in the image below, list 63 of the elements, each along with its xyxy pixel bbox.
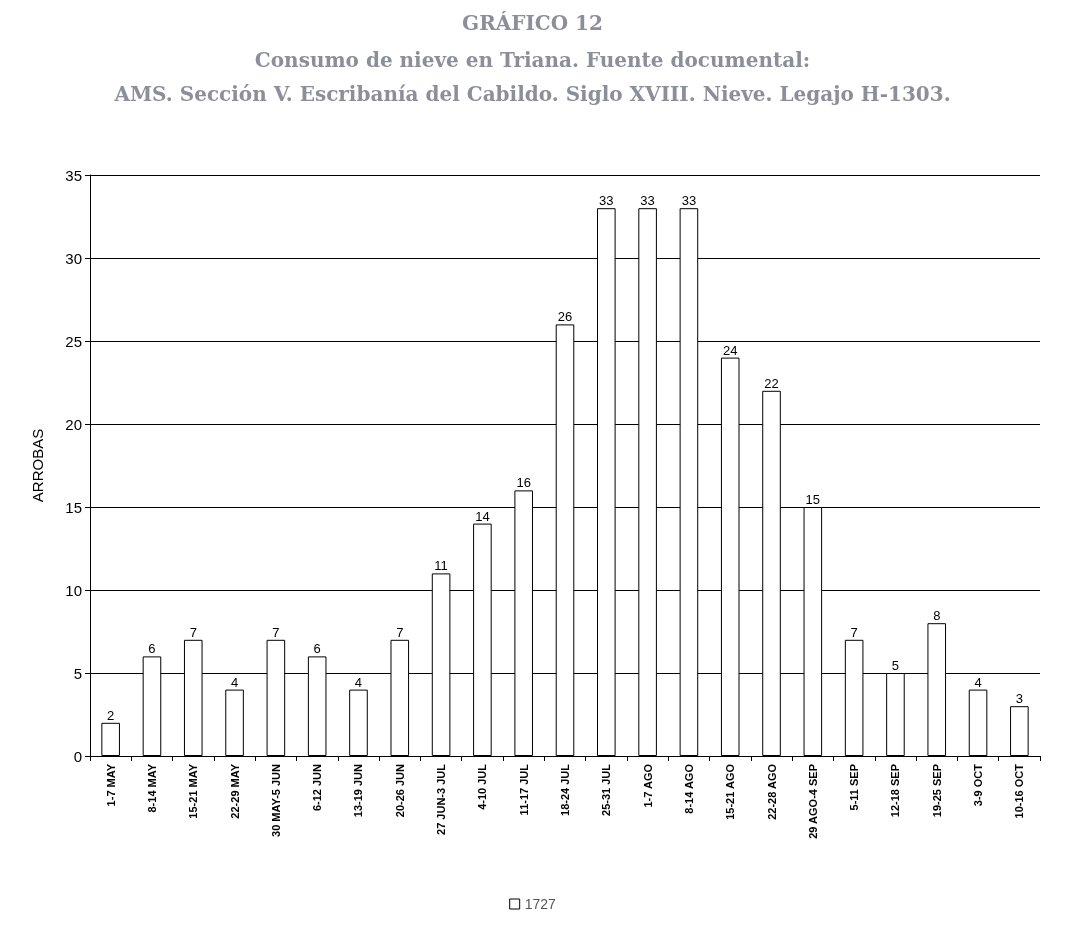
chart-subtitle: Consumo de nieve en Triana. Fuente documental: AMS. Sección V. Escribanía del Cabildo. Siglo XVIII. Nieve. Legajo H-1303. xyxy=(113,48,951,106)
data-label: 26 xyxy=(557,309,573,325)
bar xyxy=(349,689,368,756)
x-tick-label: 22-29 MAY xyxy=(228,763,241,819)
x-tick-label: 13-19 JUN xyxy=(352,763,365,818)
bar xyxy=(225,689,244,756)
data-label: 3 xyxy=(1015,691,1023,707)
x-tick-label: 8-14 MAY xyxy=(145,763,158,813)
data-label: 33 xyxy=(599,193,614,209)
x-tick-label: 10-16 OCT xyxy=(1013,763,1026,819)
x-tick-label: 1-7 AGO xyxy=(641,763,654,808)
x-tick-label: 19-25 SEP xyxy=(930,764,943,818)
x-tick-label: 8-14 AGO xyxy=(682,763,695,814)
y-tick-label: 30 xyxy=(65,249,82,267)
bar xyxy=(968,689,988,756)
x-tick-label: 6-12 JUN xyxy=(311,763,324,812)
x-tick-label: 1-7 MAY xyxy=(104,763,117,807)
bar xyxy=(1010,706,1029,756)
x-tick-label: 25-31 JUL xyxy=(600,763,613,816)
data-label: 6 xyxy=(313,641,321,657)
data-label: 4 xyxy=(230,674,239,690)
legend-label: 1727 xyxy=(524,896,557,912)
x-tick-label: 4-10 JUL xyxy=(476,763,489,810)
data-label: 7 xyxy=(850,624,858,640)
y-tick-label: 5 xyxy=(73,664,82,682)
data-label: 33 xyxy=(681,193,697,209)
y-tick-label: 0 xyxy=(73,747,82,765)
chart-title: GRÁFICO 12 xyxy=(462,11,603,35)
x-tick-label: 12-18 SEP xyxy=(889,764,902,818)
y-tick-label: 10 xyxy=(65,581,82,599)
data-label: 7 xyxy=(189,624,197,640)
x-tick-label: 27 JUN-3 JUL xyxy=(435,763,448,835)
x-tick-label: 29 AGO-4 SEP xyxy=(806,764,819,839)
y-tick-label: 20 xyxy=(65,415,82,433)
data-label: 16 xyxy=(516,475,531,491)
data-label: 2 xyxy=(107,707,115,723)
x-tick-label: 3-9 OCT xyxy=(972,763,985,807)
x-tick-label: 11-17 JUL xyxy=(517,763,530,816)
data-label: 6 xyxy=(148,641,156,657)
x-tick-label: 5-11 SEP xyxy=(848,764,861,811)
y-tick-label: 35 xyxy=(65,166,82,184)
data-label: 11 xyxy=(434,558,448,574)
x-tick-label: 22-28 AGO xyxy=(765,763,778,820)
data-label: 8 xyxy=(933,608,941,624)
data-label: 7 xyxy=(272,624,280,640)
data-label: 15 xyxy=(805,492,821,507)
data-label: 33 xyxy=(640,193,655,209)
data-label: 7 xyxy=(396,624,404,640)
data-label: 22 xyxy=(764,375,779,391)
x-tick-label: 30 MAY-5 JUN xyxy=(269,763,282,837)
data-label: 5 xyxy=(891,658,900,673)
data-label: 14 xyxy=(475,508,490,524)
x-tick-label: 15-21 MAY xyxy=(187,763,200,819)
x-tick-label: 15-21 AGO xyxy=(724,763,737,820)
x-tick-label: 20-26 JUN xyxy=(393,763,406,818)
y-tick-label: 25 xyxy=(65,332,82,350)
bar xyxy=(101,722,120,756)
x-tick-label: 18-24 JUL xyxy=(559,763,571,816)
data-label: 4 xyxy=(354,674,363,690)
data-label: 4 xyxy=(974,674,982,690)
data-label: 24 xyxy=(722,342,738,358)
y-axis-title: ARROBAS xyxy=(29,428,46,503)
y-tick-label: 15 xyxy=(65,498,82,516)
